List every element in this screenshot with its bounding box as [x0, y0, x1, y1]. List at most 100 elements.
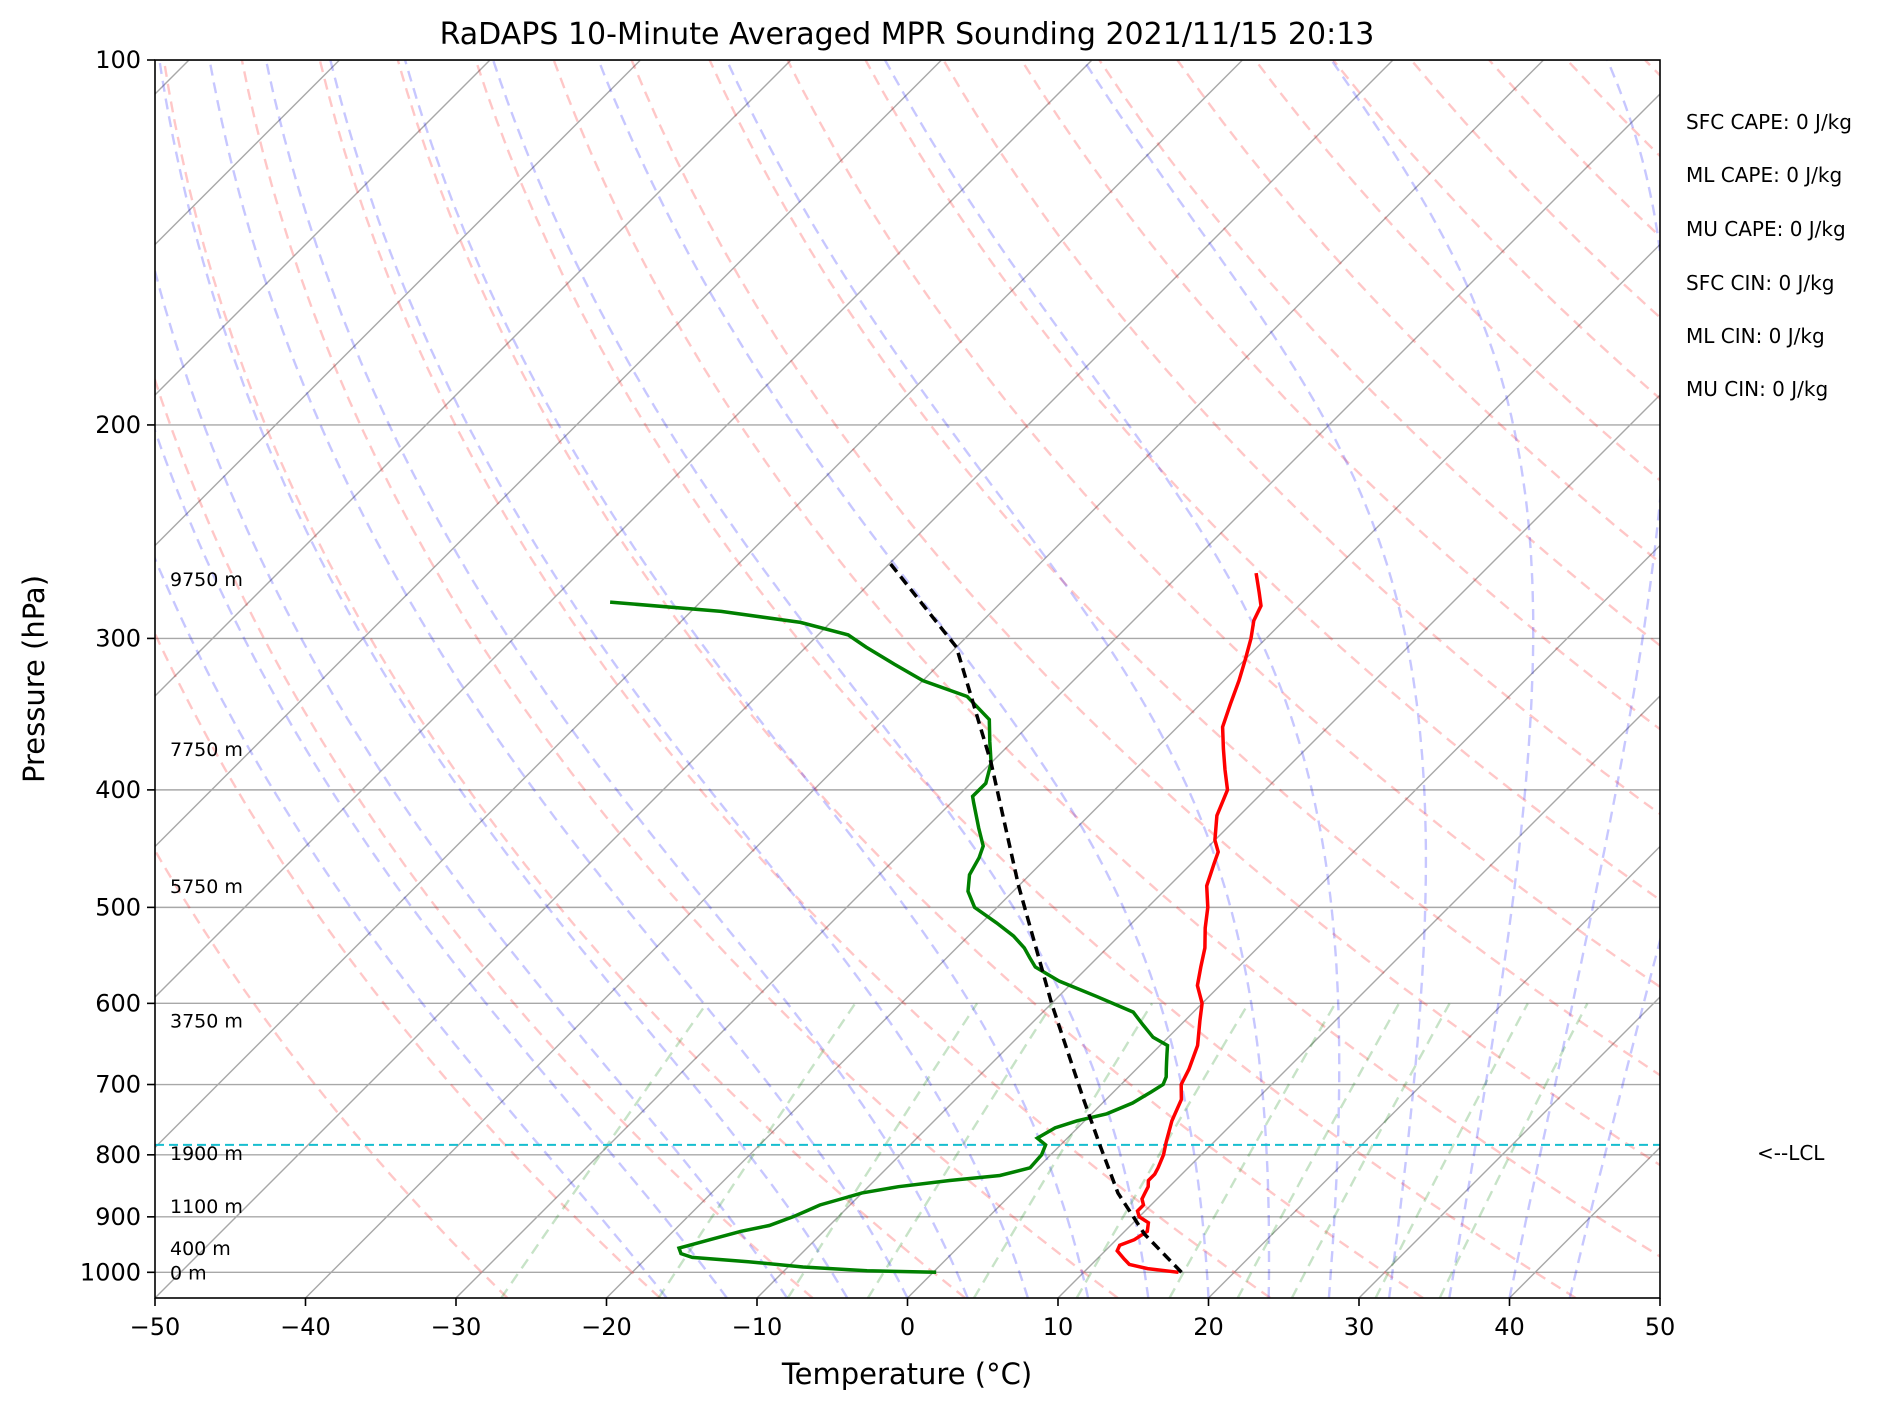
dry-adiabat	[162, 60, 966, 1298]
moist-adiabat	[725, 60, 1271, 1298]
y-tick-label: 900	[95, 1203, 141, 1231]
mixing-ratio-line	[657, 1002, 857, 1298]
x-tick-label: 0	[900, 1313, 915, 1341]
dry-adiabat	[708, 60, 1660, 1077]
index-ml-cape: ML CAPE: 0 J/kg	[1686, 163, 1842, 187]
moist-adiabat	[883, 60, 1341, 1298]
dry-adiabat	[1176, 60, 1660, 565]
parcel-profile	[888, 562, 1183, 1274]
dry-adiabat	[1254, 60, 1660, 482]
y-tick: 600	[95, 989, 155, 1017]
height-label: 400 m	[170, 1238, 231, 1260]
dry-adiabat	[155, 376, 814, 1298]
isotherm	[155, 60, 1093, 998]
y-tick: 800	[95, 1141, 155, 1169]
dry-adiabat	[474, 60, 1577, 1298]
dry-adiabat	[396, 60, 1424, 1298]
height-labels: 9750 m 7750 m 5750 m 3750 m 1900 m 1100 …	[170, 569, 243, 1284]
mixing-ratio-line	[1075, 1002, 1250, 1298]
dry-adiabat	[1410, 60, 1660, 319]
height-label: 3750 m	[170, 1011, 243, 1033]
height-label: 0 m	[170, 1262, 207, 1284]
isotherm	[1659, 1297, 1660, 1298]
mixing-ratio-line	[1236, 1002, 1401, 1298]
isotherm-grid	[155, 60, 1660, 1298]
isotherm	[155, 60, 491, 396]
moist-adiabats	[155, 60, 1660, 1298]
x-tick: 20	[1193, 1298, 1224, 1341]
y-tick: 900	[95, 1203, 155, 1231]
dry-adiabat	[1098, 60, 1660, 648]
y-tick-label: 100	[95, 46, 141, 74]
y-tick: 1000	[80, 1258, 155, 1286]
x-tick: 10	[1043, 1298, 1074, 1341]
dry-adiabat	[1332, 60, 1660, 401]
x-tick: −50	[130, 1298, 180, 1341]
mixing-ratio-line	[786, 1002, 979, 1298]
x-tick: −20	[581, 1298, 632, 1341]
x-tick-label: −20	[581, 1313, 632, 1341]
height-label: 7750 m	[170, 739, 243, 761]
y-tick-label: 400	[95, 776, 141, 804]
moist-adiabat	[597, 60, 1210, 1298]
x-axis: −50 −40 −30 −20 −10 0 10 20 30 40 50	[130, 1298, 1676, 1341]
dry-adiabat	[786, 60, 1660, 989]
x-tick-label: 40	[1494, 1313, 1525, 1341]
y-tick: 400	[95, 776, 155, 804]
mixing-ratio-line	[1374, 1002, 1529, 1298]
dry-adiabat	[630, 60, 1660, 1167]
height-label: 9750 m	[170, 569, 243, 591]
moist-adiabat	[155, 555, 668, 1298]
moist-adiabat	[329, 60, 1030, 1298]
index-ml-cin: ML CIN: 0 J/kg	[1686, 324, 1825, 348]
moist-adiabat	[1508, 60, 1660, 1298]
y-tick-label: 500	[95, 893, 141, 921]
isotherm	[606, 243, 1660, 1298]
moist-adiabat	[1568, 935, 1660, 1298]
x-tick: 30	[1344, 1298, 1375, 1341]
x-tick: 0	[900, 1298, 915, 1341]
mixing-ratio-line	[1290, 1002, 1451, 1298]
isotherm	[155, 60, 792, 697]
isotherm	[1509, 1146, 1660, 1298]
y-tick: 700	[95, 1071, 155, 1099]
index-mu-cape: MU CAPE: 0 J/kg	[1686, 217, 1846, 241]
y-tick-label: 300	[95, 624, 141, 652]
y-axis-label: Pressure (hPa)	[17, 575, 51, 783]
x-tick: −40	[280, 1298, 331, 1341]
isotherm	[155, 60, 942, 848]
dry-adiabat	[1566, 60, 1660, 158]
moist-adiabat	[155, 266, 789, 1298]
dry-adiabat	[552, 60, 1660, 1258]
y-tick-label: 600	[95, 989, 141, 1017]
moist-adiabat	[158, 60, 849, 1298]
y-tick: 500	[95, 893, 155, 921]
dry-adiabat	[1723, 60, 1882, 1298]
y-tick: 100	[95, 46, 155, 74]
isotherm	[756, 394, 1660, 1298]
y-tick-label: 800	[95, 1141, 141, 1169]
y-axis: 100 200 300 400 500 600 700 800 900 1000	[80, 46, 155, 1286]
temperature-profile	[1115, 572, 1263, 1275]
height-label: 1100 m	[170, 1196, 243, 1218]
dewpoint-profile	[609, 600, 1170, 1275]
dry-adiabat	[240, 60, 1119, 1298]
x-tick-label: 50	[1645, 1313, 1676, 1341]
x-tick-label: −40	[280, 1313, 331, 1341]
y-tick: 300	[95, 624, 155, 652]
x-tick-label: −30	[431, 1313, 482, 1341]
height-label: 1900 m	[170, 1143, 243, 1165]
lcl-label: <--LCL	[1757, 1141, 1825, 1165]
moist-adiabat	[208, 60, 909, 1298]
isobar-grid	[155, 60, 1660, 1274]
mixing-ratio-lines	[500, 1002, 1589, 1298]
index-sfc-cin: SFC CIN: 0 J/kg	[1686, 271, 1834, 295]
height-label: 5750 m	[170, 876, 243, 898]
dry-adiabat	[155, 630, 661, 1298]
x-tick-label: 10	[1043, 1313, 1074, 1341]
moist-adiabat	[1330, 60, 1535, 1298]
x-tick-label: 20	[1193, 1313, 1224, 1341]
x-tick-label: 30	[1344, 1313, 1375, 1341]
dry-adiabats	[155, 60, 1882, 1298]
